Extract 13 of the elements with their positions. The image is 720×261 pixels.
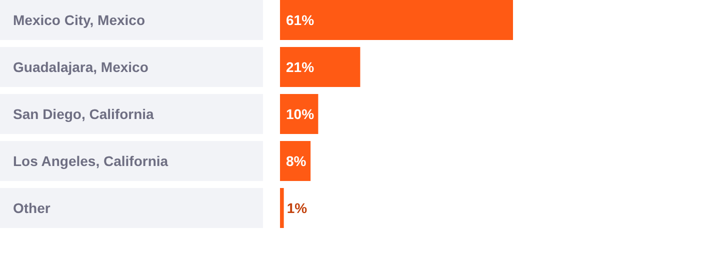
data-label: 61% — [286, 12, 315, 28]
y-tick-label: San Diego, California — [13, 106, 154, 122]
data-label: 10% — [286, 106, 315, 122]
y-tick-label: Mexico City, Mexico — [13, 12, 146, 28]
y-tick-label: Guadalajara, Mexico — [13, 59, 148, 75]
y-tick-label: Other — [13, 200, 51, 216]
data-label: 8% — [286, 153, 307, 169]
y-tick-label: Los Angeles, California — [13, 153, 168, 169]
bar — [280, 0, 513, 40]
data-label: 21% — [286, 59, 315, 75]
bar — [280, 188, 284, 228]
data-label: 1% — [286, 200, 308, 216]
bar — [280, 47, 360, 87]
